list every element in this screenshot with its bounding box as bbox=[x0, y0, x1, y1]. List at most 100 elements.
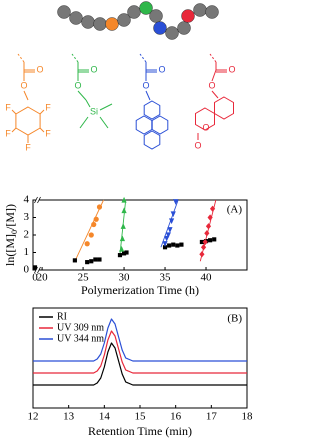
data-point bbox=[119, 235, 126, 242]
atom-label: F bbox=[5, 128, 11, 138]
data-point bbox=[117, 253, 123, 258]
atom-label: F bbox=[5, 102, 11, 112]
y-tick-label: 1 bbox=[24, 246, 30, 258]
data-point bbox=[209, 205, 216, 212]
plot-frame bbox=[32, 199, 248, 271]
data-point bbox=[96, 204, 103, 210]
ring bbox=[195, 107, 215, 131]
x-tick-label: 13 bbox=[63, 411, 75, 423]
ring bbox=[151, 115, 169, 135]
data-point bbox=[171, 242, 176, 247]
atom-label: O bbox=[20, 80, 27, 90]
bead bbox=[165, 26, 179, 40]
bond bbox=[99, 103, 113, 111]
data-point bbox=[121, 196, 127, 203]
bond bbox=[71, 53, 79, 63]
data-point bbox=[121, 251, 127, 256]
bead bbox=[69, 11, 83, 25]
axis-break-gap bbox=[36, 268, 39, 272]
data-point bbox=[162, 245, 168, 250]
data-point bbox=[173, 199, 179, 205]
data-point bbox=[202, 238, 208, 246]
data-point bbox=[93, 257, 98, 262]
x-tick-label: 20 bbox=[37, 272, 49, 284]
y-axis-title: ln([M]0/[M]) bbox=[3, 204, 20, 266]
x-tick-label: 12 bbox=[28, 411, 39, 423]
panel-label: (A) bbox=[227, 204, 243, 216]
bead bbox=[193, 3, 207, 17]
data-point bbox=[199, 251, 205, 258]
x-tick-label: 30 bbox=[119, 272, 131, 284]
x-tick-label: 0 bbox=[32, 272, 38, 284]
data-point bbox=[89, 259, 94, 264]
bead bbox=[93, 17, 107, 31]
data-point bbox=[170, 211, 176, 218]
bead bbox=[127, 5, 141, 19]
structure: OO Si bbox=[71, 53, 113, 129]
data-point bbox=[88, 232, 94, 238]
y-axis-title-part: ln([M] bbox=[3, 234, 17, 266]
axis-break bbox=[37, 196, 41, 204]
axis-break-gap bbox=[36, 198, 39, 202]
data-point bbox=[204, 230, 210, 237]
axis-break bbox=[37, 266, 41, 274]
data-point bbox=[165, 232, 171, 239]
atom-label: F bbox=[45, 102, 51, 112]
legend-label: RI bbox=[57, 311, 67, 322]
bond bbox=[79, 116, 89, 129]
y-tick-label: 3 bbox=[24, 211, 30, 223]
atom-label: F bbox=[45, 128, 51, 138]
y-tick-label: 0 bbox=[24, 264, 30, 276]
data-point bbox=[85, 260, 90, 265]
structure: OO F F F F F bbox=[5, 53, 51, 152]
data-point bbox=[167, 243, 172, 248]
bond bbox=[39, 127, 45, 133]
data-point bbox=[168, 218, 175, 225]
x-tick-label: 16 bbox=[170, 411, 182, 423]
bond bbox=[11, 109, 17, 115]
bond bbox=[139, 53, 147, 63]
x-tick-label: 40 bbox=[201, 272, 213, 284]
atom-label: Si bbox=[90, 106, 98, 116]
data-point bbox=[179, 242, 184, 247]
trace-line bbox=[33, 318, 247, 362]
bond bbox=[23, 90, 29, 101]
legend-label: UV 309 nm bbox=[57, 322, 104, 333]
atom-label: F bbox=[25, 142, 31, 152]
data-point bbox=[167, 227, 173, 233]
bead bbox=[177, 21, 191, 35]
data-point bbox=[121, 207, 127, 214]
bond bbox=[145, 90, 151, 101]
atom-label: O bbox=[142, 80, 149, 90]
data-point bbox=[97, 257, 102, 262]
trace-line bbox=[33, 330, 247, 374]
data-point bbox=[91, 221, 97, 228]
atom-label: O bbox=[208, 80, 215, 90]
bond bbox=[211, 90, 219, 99]
x-axis-title: Polymerization Time (h) bbox=[81, 283, 199, 297]
bond bbox=[85, 99, 91, 108]
atom-label: O bbox=[36, 64, 43, 74]
data-point bbox=[124, 250, 129, 255]
structure: OO bbox=[135, 53, 169, 150]
data-point bbox=[93, 216, 99, 222]
ring bbox=[135, 115, 153, 135]
bond bbox=[17, 53, 25, 63]
data-point bbox=[175, 243, 180, 248]
bead bbox=[117, 13, 131, 27]
atom-label: O bbox=[90, 64, 97, 74]
x-tick-label: 15 bbox=[135, 411, 147, 423]
data-point bbox=[199, 239, 205, 245]
x-tick-label: 35 bbox=[160, 272, 172, 284]
bead bbox=[205, 5, 219, 19]
legend-label: UV 344 nm bbox=[57, 333, 104, 344]
y-axis-title-part: 0 bbox=[10, 230, 19, 234]
atom-label: O bbox=[158, 64, 165, 74]
data-point bbox=[208, 238, 213, 243]
bond bbox=[211, 69, 217, 82]
atom-label: O bbox=[228, 64, 235, 74]
fit-line bbox=[160, 199, 179, 248]
atom-label: O bbox=[202, 122, 209, 132]
